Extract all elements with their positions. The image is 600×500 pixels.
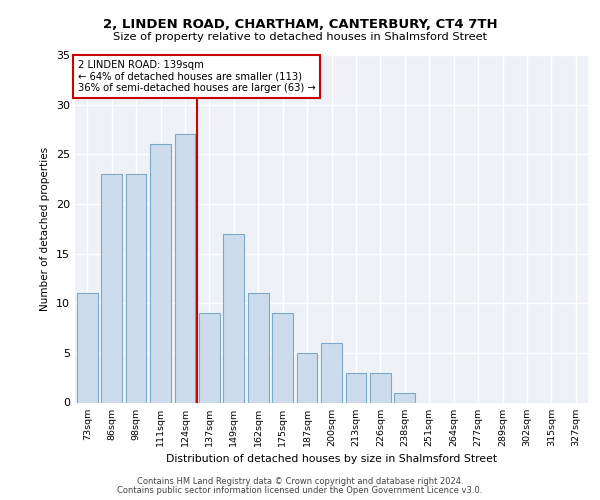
Bar <box>346 372 367 402</box>
Bar <box>125 174 146 402</box>
Bar <box>272 313 293 402</box>
Bar <box>296 353 317 403</box>
Bar <box>199 313 220 402</box>
X-axis label: Distribution of detached houses by size in Shalmsford Street: Distribution of detached houses by size … <box>166 454 497 464</box>
Text: Contains public sector information licensed under the Open Government Licence v3: Contains public sector information licen… <box>118 486 482 495</box>
Text: Contains HM Land Registry data © Crown copyright and database right 2024.: Contains HM Land Registry data © Crown c… <box>137 477 463 486</box>
Bar <box>248 294 269 403</box>
Bar <box>321 343 342 402</box>
Text: Size of property relative to detached houses in Shalmsford Street: Size of property relative to detached ho… <box>113 32 487 42</box>
Bar <box>101 174 122 402</box>
Bar <box>150 144 171 402</box>
Bar <box>223 234 244 402</box>
Bar <box>394 392 415 402</box>
Y-axis label: Number of detached properties: Number of detached properties <box>40 146 50 311</box>
Bar <box>175 134 196 402</box>
Text: 2, LINDEN ROAD, CHARTHAM, CANTERBURY, CT4 7TH: 2, LINDEN ROAD, CHARTHAM, CANTERBURY, CT… <box>103 18 497 30</box>
Bar <box>77 294 98 403</box>
Bar <box>370 372 391 402</box>
Text: 2 LINDEN ROAD: 139sqm
← 64% of detached houses are smaller (113)
36% of semi-det: 2 LINDEN ROAD: 139sqm ← 64% of detached … <box>77 60 316 94</box>
